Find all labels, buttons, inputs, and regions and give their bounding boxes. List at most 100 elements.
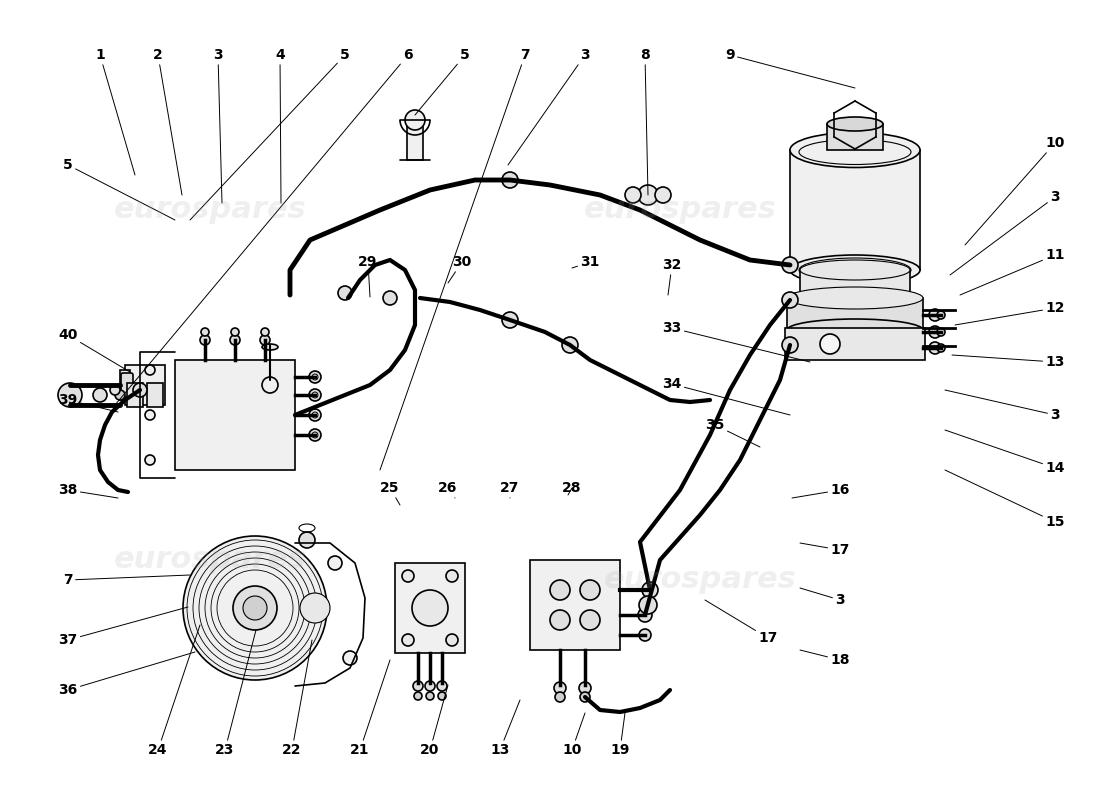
- Circle shape: [502, 312, 518, 328]
- Circle shape: [145, 365, 155, 375]
- FancyBboxPatch shape: [530, 560, 620, 650]
- Circle shape: [930, 342, 940, 354]
- FancyBboxPatch shape: [785, 328, 925, 360]
- FancyBboxPatch shape: [407, 120, 424, 160]
- Circle shape: [230, 335, 240, 345]
- Text: 6: 6: [116, 48, 412, 405]
- Circle shape: [425, 681, 435, 691]
- Text: 5: 5: [190, 48, 350, 220]
- FancyBboxPatch shape: [790, 150, 920, 270]
- Circle shape: [550, 610, 570, 630]
- Text: 12: 12: [955, 301, 1065, 325]
- Text: 13: 13: [491, 700, 520, 757]
- Circle shape: [183, 536, 327, 680]
- Text: 27: 27: [500, 481, 519, 498]
- FancyBboxPatch shape: [120, 370, 130, 400]
- Text: 9: 9: [725, 48, 855, 88]
- Ellipse shape: [800, 260, 910, 280]
- Circle shape: [309, 371, 321, 383]
- Circle shape: [639, 629, 651, 641]
- Circle shape: [414, 692, 422, 700]
- Text: 2: 2: [153, 48, 182, 195]
- Circle shape: [233, 586, 277, 630]
- Circle shape: [312, 392, 318, 398]
- Circle shape: [300, 593, 330, 623]
- Text: 3: 3: [213, 48, 223, 203]
- Circle shape: [312, 374, 318, 380]
- Circle shape: [642, 582, 658, 598]
- Circle shape: [937, 344, 945, 352]
- Circle shape: [556, 692, 565, 702]
- Text: 7: 7: [379, 48, 530, 470]
- Circle shape: [550, 580, 570, 600]
- Circle shape: [405, 110, 425, 130]
- Text: 32: 32: [662, 258, 682, 295]
- Circle shape: [338, 286, 352, 300]
- Text: 11: 11: [960, 248, 1065, 295]
- Text: 37: 37: [58, 607, 188, 647]
- Text: 28: 28: [562, 481, 582, 495]
- Text: 23: 23: [216, 630, 256, 757]
- Text: 10: 10: [562, 713, 585, 757]
- Circle shape: [426, 692, 434, 700]
- Text: 25: 25: [381, 481, 400, 505]
- Circle shape: [299, 532, 315, 548]
- Ellipse shape: [790, 255, 920, 285]
- Circle shape: [579, 682, 591, 694]
- FancyBboxPatch shape: [126, 383, 143, 407]
- Text: 18: 18: [800, 650, 849, 667]
- Circle shape: [402, 634, 414, 646]
- Circle shape: [639, 596, 657, 614]
- Circle shape: [328, 556, 342, 570]
- Circle shape: [930, 309, 940, 321]
- Circle shape: [782, 257, 797, 273]
- Ellipse shape: [262, 344, 278, 350]
- Text: 1: 1: [95, 48, 135, 175]
- Text: 17: 17: [800, 543, 849, 557]
- Ellipse shape: [790, 133, 920, 167]
- Circle shape: [412, 590, 448, 626]
- Ellipse shape: [800, 290, 910, 310]
- Circle shape: [580, 580, 600, 600]
- Circle shape: [580, 610, 600, 630]
- FancyBboxPatch shape: [786, 298, 923, 330]
- Text: 14: 14: [945, 430, 1065, 475]
- Circle shape: [94, 388, 107, 402]
- Text: 10: 10: [965, 136, 1065, 245]
- Text: 30: 30: [448, 255, 472, 283]
- Circle shape: [437, 681, 447, 691]
- Circle shape: [937, 328, 945, 336]
- Text: eurospares: eurospares: [584, 195, 777, 225]
- Text: 19: 19: [610, 713, 629, 757]
- Text: 8: 8: [640, 48, 650, 195]
- Text: 7: 7: [63, 573, 190, 587]
- Circle shape: [782, 337, 797, 353]
- Circle shape: [145, 455, 155, 465]
- Circle shape: [402, 570, 414, 582]
- Text: 36: 36: [58, 652, 195, 697]
- Text: 15: 15: [945, 470, 1065, 529]
- Circle shape: [309, 429, 321, 441]
- Text: 3: 3: [945, 390, 1059, 422]
- Text: 5: 5: [63, 158, 175, 220]
- Text: 5: 5: [415, 48, 470, 115]
- Ellipse shape: [786, 319, 923, 341]
- Text: 4: 4: [275, 48, 285, 203]
- Circle shape: [309, 389, 321, 401]
- Text: 17: 17: [705, 600, 778, 645]
- Circle shape: [383, 291, 397, 305]
- Text: 22: 22: [283, 640, 312, 757]
- Text: 29: 29: [359, 255, 377, 297]
- Text: 34: 34: [662, 377, 790, 415]
- Text: 33: 33: [662, 321, 810, 362]
- Text: 39: 39: [58, 393, 118, 412]
- Text: 16: 16: [792, 483, 849, 498]
- Circle shape: [502, 172, 518, 188]
- Circle shape: [312, 412, 318, 418]
- Ellipse shape: [827, 117, 883, 131]
- Circle shape: [554, 682, 566, 694]
- Circle shape: [58, 383, 82, 407]
- FancyBboxPatch shape: [800, 270, 910, 300]
- Text: 3: 3: [508, 48, 590, 165]
- Circle shape: [309, 409, 321, 421]
